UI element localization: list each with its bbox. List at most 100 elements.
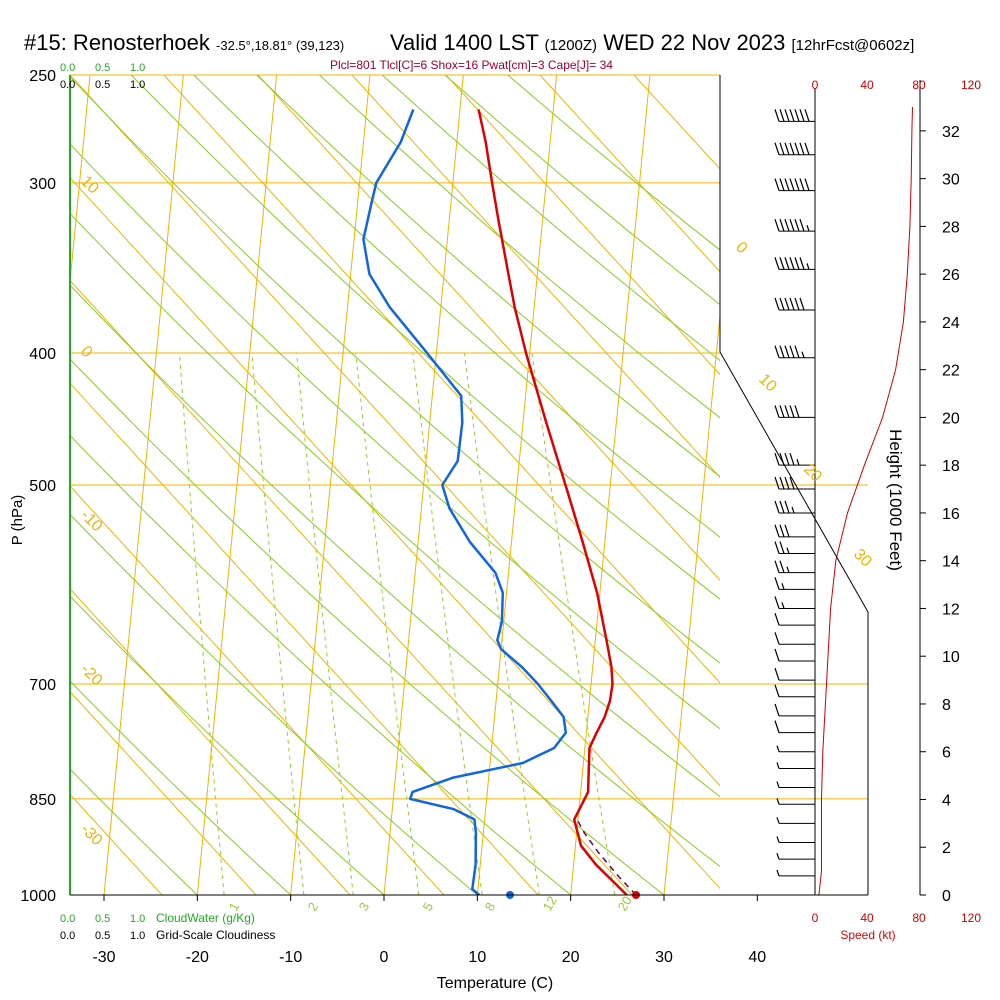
height-tick-label: 32 <box>942 124 960 141</box>
valid-zulu: (1200Z) <box>544 37 598 54</box>
dry-adiabat-grid <box>70 75 720 895</box>
axes <box>69 75 869 899</box>
dry-adiabat-line <box>70 358 665 895</box>
cloud-top-0: 0.0 <box>60 79 75 91</box>
isotherm-label: -30 <box>77 821 105 849</box>
temperature-tick-label: 0 <box>380 949 389 966</box>
temperature-line <box>477 109 628 895</box>
wind-speed-line <box>818 106 913 896</box>
mixing-ratio-label: 5 <box>420 900 437 914</box>
dry-adiabat-line <box>70 284 720 868</box>
speed-axis-title: Speed (kt) <box>840 928 895 942</box>
wind-barb <box>774 476 815 490</box>
slanted-edge <box>719 351 869 613</box>
cloud-bottom-2: 1.0 <box>130 930 145 942</box>
dry-adiabat-line <box>70 513 478 895</box>
dry-adiabat-line <box>70 143 720 730</box>
height-tick-label: 4 <box>942 792 951 809</box>
grid-crossline <box>70 485 445 895</box>
dry-adiabat-line <box>70 680 292 895</box>
pressure-tick-label: 700 <box>29 677 56 694</box>
wind-barb <box>774 612 815 626</box>
wind-barb <box>774 109 815 122</box>
height-tick-label: 16 <box>942 506 960 523</box>
temperature-tick-label: 10 <box>468 949 486 966</box>
height-tick-label: 14 <box>942 554 960 571</box>
height-tick-label: 24 <box>942 315 960 332</box>
valid-date: WED 22 Nov 2023 <box>603 30 786 55</box>
temperature-tick-label: 40 <box>748 949 766 966</box>
dry-adiabat-line <box>70 768 198 895</box>
mixing-ratio-label: 8 <box>482 900 499 914</box>
pressure-tick-label: 1000 <box>20 888 56 905</box>
isotherm-label: -20 <box>77 661 105 689</box>
cloudwater-title: CloudWater (g/Kg) <box>156 911 255 925</box>
temperature-tick-label: 20 <box>562 949 580 966</box>
cw-bottom-1: 0.5 <box>95 913 110 925</box>
height-axis-title: Height (1000 Feet) <box>886 429 905 571</box>
temperature-tick-label: -20 <box>186 949 209 966</box>
wind-barb <box>776 869 815 877</box>
mixing-ratio-label: 12 <box>540 893 560 913</box>
wind-barb <box>774 684 815 698</box>
wind-barb <box>776 852 815 860</box>
isotherm-label: 20 <box>800 461 825 486</box>
mixing-ratio-line <box>355 352 420 895</box>
mixing-ratio-line <box>251 352 305 895</box>
speed-tick-label-top: 120 <box>961 78 981 92</box>
pressure-tick-label: 500 <box>29 478 56 495</box>
height-tick-label: 2 <box>942 840 951 857</box>
height-tick-label: 20 <box>942 410 960 427</box>
wind-barb <box>774 257 815 270</box>
isotherm-label: -10 <box>77 507 105 535</box>
height-tick-label: 22 <box>942 363 960 380</box>
valid-title: Valid 1400 LST (1200Z) WED 22 Nov 2023 [… <box>390 30 914 59</box>
wind-barb <box>776 762 815 769</box>
grid-crossline <box>70 690 257 895</box>
station-name: #15: Renosterhoek <box>24 30 210 55</box>
y-axis-title: P (hPa) <box>9 495 26 546</box>
wind-barb <box>776 836 815 843</box>
cloud-bottom-1: 0.5 <box>95 930 110 942</box>
pressure-tick-label: 850 <box>29 792 56 809</box>
height-tick-label: 12 <box>942 601 960 618</box>
dry-adiabat-line <box>319 75 720 419</box>
speed-tick-label-bottom: 80 <box>912 911 926 925</box>
height-tick-label: 8 <box>942 697 951 714</box>
wind-barb <box>774 297 815 311</box>
height-tick-label: 6 <box>942 745 951 762</box>
isotherm-label: 0 <box>77 343 95 361</box>
wind-barb <box>776 817 815 824</box>
wind-barb <box>776 745 815 753</box>
cloudiness-title: Grid-Scale Cloudiness <box>156 928 275 942</box>
grid-crossline <box>351 75 720 479</box>
height-tick-label: 30 <box>942 172 960 189</box>
speed-tick-label-bottom: 0 <box>812 911 819 925</box>
temperature-tick-label: -10 <box>279 949 302 966</box>
grid-crossline <box>445 75 720 376</box>
speed-tick-label-top: 40 <box>860 78 874 92</box>
wind-barb <box>774 596 815 609</box>
height-tick-label: 26 <box>942 267 960 284</box>
wind-barb <box>774 218 815 232</box>
grid-crossline <box>916 75 1000 895</box>
speed-tick-label-top: 80 <box>912 78 926 92</box>
dry-adiabat-line <box>70 434 572 895</box>
dry-adiabat-line <box>70 76 720 664</box>
isotherm-label: 10 <box>77 173 102 198</box>
valid-time: Valid 1400 LST <box>390 30 539 55</box>
speed-tick-label-bottom: 40 <box>860 911 874 925</box>
cloud-top-2: 1.0 <box>130 79 145 91</box>
wind-barb <box>774 142 815 156</box>
wind-barb <box>774 541 815 555</box>
mixing-ratio-grid <box>178 352 616 895</box>
dewpoint-line <box>362 109 568 895</box>
mixing-ratio-label: 20 <box>615 893 635 913</box>
mixing-ratio-label: 2 <box>305 900 322 914</box>
x-axis-title: Temperature (C) <box>437 975 553 992</box>
isotherm-line <box>944 75 1000 895</box>
cw-bottom-0: 0.0 <box>60 913 75 925</box>
